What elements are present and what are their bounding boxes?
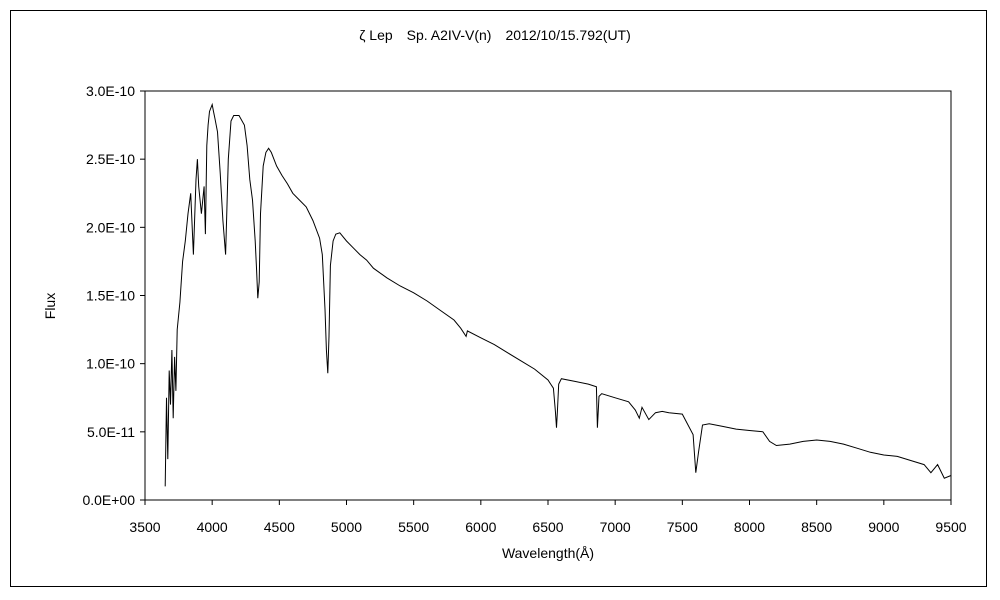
x-tick-label: 8500 <box>801 519 832 535</box>
x-tick-label: 6000 <box>465 519 496 535</box>
x-tick-label: 9000 <box>868 519 899 535</box>
chart-title: ζ Lep Sp. A2IV-V(n) 2012/10/15.792(UT) <box>359 27 631 43</box>
x-axis-ticks: 3500 4000 4500 5000 5500 6000 6500 7000 7500 8000… <box>129 500 967 535</box>
y-tick-label: 2.5E-10 <box>86 151 135 167</box>
x-tick-label: 3500 <box>129 519 160 535</box>
y-axis-title: Flux <box>42 293 58 319</box>
y-axis-ticks: 0.0E+00 5.0E-11 1.0E-10 1.5E-10 2.0E-10 2.5E-… <box>82 83 145 508</box>
series-group <box>164 102 952 487</box>
x-tick-label: 8000 <box>734 519 765 535</box>
y-tick-label: 0.0E+00 <box>82 492 135 508</box>
y-tick-label: 1.0E-10 <box>86 356 135 372</box>
y-tick-label: 1.5E-10 <box>86 288 135 304</box>
x-tick-label: 4500 <box>264 519 295 535</box>
y-tick-label: 2.0E-10 <box>86 219 135 235</box>
y-tick-label: 5.0E-11 <box>87 424 135 440</box>
spectrum-line <box>164 102 952 487</box>
y-tick-label: 3.0E-10 <box>86 83 135 99</box>
x-tick-label: 7000 <box>600 519 631 535</box>
x-tick-label: 9500 <box>935 519 966 535</box>
chart-frame <box>10 10 987 587</box>
x-axis-title: Wavelength(Å) <box>502 545 594 561</box>
x-tick-label: 5000 <box>331 519 362 535</box>
x-tick-label: 5500 <box>398 519 429 535</box>
x-tick-label: 4000 <box>197 519 228 535</box>
x-tick-label: 6500 <box>532 519 563 535</box>
x-tick-label: 7500 <box>667 519 698 535</box>
